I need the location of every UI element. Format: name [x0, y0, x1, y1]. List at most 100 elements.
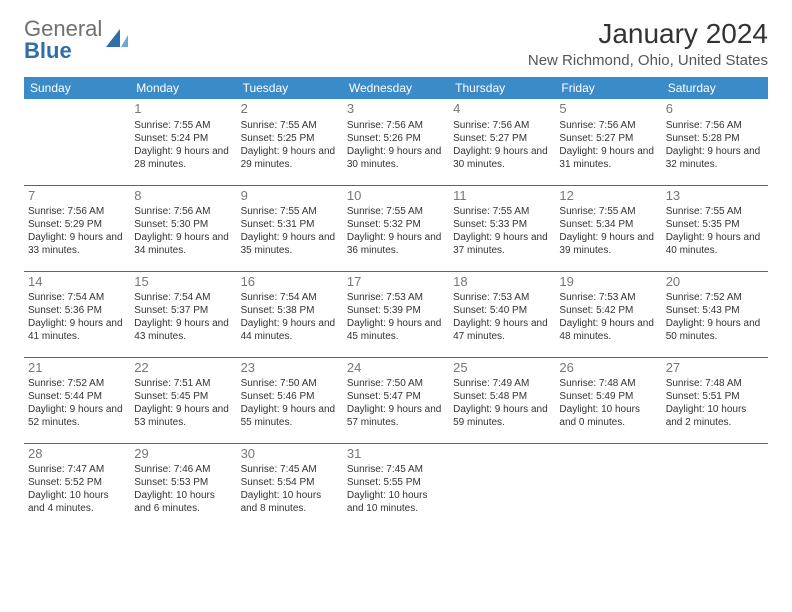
sunset-line: Sunset: 5:52 PM: [28, 476, 126, 489]
sunrise-line: Sunrise: 7:56 AM: [347, 119, 445, 132]
sunrise-line: Sunrise: 7:48 AM: [666, 377, 764, 390]
sunrise-line: Sunrise: 7:56 AM: [666, 119, 764, 132]
calendar-cell: 13Sunrise: 7:55 AMSunset: 5:35 PMDayligh…: [662, 185, 768, 271]
calendar-cell: 7Sunrise: 7:56 AMSunset: 5:29 PMDaylight…: [24, 185, 130, 271]
sunset-line: Sunset: 5:38 PM: [241, 304, 339, 317]
day-number: 7: [28, 188, 126, 205]
daylight-line: Daylight: 9 hours and 57 minutes.: [347, 403, 445, 429]
logo-sail-icon: [104, 27, 130, 54]
sunrise-line: Sunrise: 7:53 AM: [453, 291, 551, 304]
daylight-line: Daylight: 9 hours and 50 minutes.: [666, 317, 764, 343]
sunset-line: Sunset: 5:40 PM: [453, 304, 551, 317]
day-number: 26: [559, 360, 657, 377]
sunrise-line: Sunrise: 7:54 AM: [134, 291, 232, 304]
calendar-cell: 3Sunrise: 7:56 AMSunset: 5:26 PMDaylight…: [343, 99, 449, 185]
calendar-cell: 22Sunrise: 7:51 AMSunset: 5:45 PMDayligh…: [130, 357, 236, 443]
sunset-line: Sunset: 5:39 PM: [347, 304, 445, 317]
sunrise-line: Sunrise: 7:52 AM: [666, 291, 764, 304]
calendar-cell: 17Sunrise: 7:53 AMSunset: 5:39 PMDayligh…: [343, 271, 449, 357]
sunset-line: Sunset: 5:31 PM: [241, 218, 339, 231]
calendar-cell: 18Sunrise: 7:53 AMSunset: 5:40 PMDayligh…: [449, 271, 555, 357]
sunset-line: Sunset: 5:35 PM: [666, 218, 764, 231]
daylight-line: Daylight: 9 hours and 28 minutes.: [134, 145, 232, 171]
sunset-line: Sunset: 5:34 PM: [559, 218, 657, 231]
sunrise-line: Sunrise: 7:55 AM: [347, 205, 445, 218]
calendar-cell-empty: [555, 443, 661, 529]
daylight-line: Daylight: 9 hours and 59 minutes.: [453, 403, 551, 429]
sunset-line: Sunset: 5:27 PM: [559, 132, 657, 145]
sunrise-line: Sunrise: 7:56 AM: [453, 119, 551, 132]
calendar-cell: 26Sunrise: 7:48 AMSunset: 5:49 PMDayligh…: [555, 357, 661, 443]
sunrise-line: Sunrise: 7:55 AM: [241, 205, 339, 218]
day-header: Friday: [555, 77, 661, 99]
calendar-cell: 10Sunrise: 7:55 AMSunset: 5:32 PMDayligh…: [343, 185, 449, 271]
day-header: Wednesday: [343, 77, 449, 99]
sunrise-line: Sunrise: 7:55 AM: [453, 205, 551, 218]
day-header: Tuesday: [237, 77, 343, 99]
sunset-line: Sunset: 5:51 PM: [666, 390, 764, 403]
daylight-line: Daylight: 9 hours and 29 minutes.: [241, 145, 339, 171]
day-number: 29: [134, 446, 232, 463]
sunrise-line: Sunrise: 7:55 AM: [666, 205, 764, 218]
day-number: 12: [559, 188, 657, 205]
daylight-line: Daylight: 10 hours and 2 minutes.: [666, 403, 764, 429]
calendar-cell: 12Sunrise: 7:55 AMSunset: 5:34 PMDayligh…: [555, 185, 661, 271]
daylight-line: Daylight: 9 hours and 39 minutes.: [559, 231, 657, 257]
day-number: 22: [134, 360, 232, 377]
header: General Blue January 2024 New Richmond, …: [24, 18, 768, 69]
sunrise-line: Sunrise: 7:53 AM: [559, 291, 657, 304]
calendar-cell: 15Sunrise: 7:54 AMSunset: 5:37 PMDayligh…: [130, 271, 236, 357]
sunrise-line: Sunrise: 7:56 AM: [559, 119, 657, 132]
sunset-line: Sunset: 5:42 PM: [559, 304, 657, 317]
day-number: 30: [241, 446, 339, 463]
sunset-line: Sunset: 5:27 PM: [453, 132, 551, 145]
calendar-cell: 29Sunrise: 7:46 AMSunset: 5:53 PMDayligh…: [130, 443, 236, 529]
daylight-line: Daylight: 9 hours and 32 minutes.: [666, 145, 764, 171]
sunrise-line: Sunrise: 7:45 AM: [241, 463, 339, 476]
calendar-cell: 14Sunrise: 7:54 AMSunset: 5:36 PMDayligh…: [24, 271, 130, 357]
sunset-line: Sunset: 5:29 PM: [28, 218, 126, 231]
sunset-line: Sunset: 5:26 PM: [347, 132, 445, 145]
logo-text: General Blue: [24, 18, 102, 62]
day-header: Sunday: [24, 77, 130, 99]
calendar-header-row: SundayMondayTuesdayWednesdayThursdayFrid…: [24, 77, 768, 99]
daylight-line: Daylight: 9 hours and 40 minutes.: [666, 231, 764, 257]
calendar-cell: 16Sunrise: 7:54 AMSunset: 5:38 PMDayligh…: [237, 271, 343, 357]
day-number: 3: [347, 101, 445, 118]
daylight-line: Daylight: 9 hours and 43 minutes.: [134, 317, 232, 343]
daylight-line: Daylight: 9 hours and 34 minutes.: [134, 231, 232, 257]
sunset-line: Sunset: 5:28 PM: [666, 132, 764, 145]
day-number: 17: [347, 274, 445, 291]
sunrise-line: Sunrise: 7:55 AM: [134, 119, 232, 132]
daylight-line: Daylight: 9 hours and 37 minutes.: [453, 231, 551, 257]
sunset-line: Sunset: 5:45 PM: [134, 390, 232, 403]
day-number: 5: [559, 101, 657, 118]
sunrise-line: Sunrise: 7:46 AM: [134, 463, 232, 476]
daylight-line: Daylight: 9 hours and 44 minutes.: [241, 317, 339, 343]
day-number: 6: [666, 101, 764, 118]
sunrise-line: Sunrise: 7:48 AM: [559, 377, 657, 390]
day-number: 23: [241, 360, 339, 377]
calendar-cell: 27Sunrise: 7:48 AMSunset: 5:51 PMDayligh…: [662, 357, 768, 443]
sunrise-line: Sunrise: 7:49 AM: [453, 377, 551, 390]
daylight-line: Daylight: 10 hours and 10 minutes.: [347, 489, 445, 515]
calendar-cell: 19Sunrise: 7:53 AMSunset: 5:42 PMDayligh…: [555, 271, 661, 357]
sunrise-line: Sunrise: 7:55 AM: [241, 119, 339, 132]
sunset-line: Sunset: 5:36 PM: [28, 304, 126, 317]
day-number: 27: [666, 360, 764, 377]
day-number: 10: [347, 188, 445, 205]
calendar-row: 28Sunrise: 7:47 AMSunset: 5:52 PMDayligh…: [24, 443, 768, 529]
calendar-cell: 30Sunrise: 7:45 AMSunset: 5:54 PMDayligh…: [237, 443, 343, 529]
sunset-line: Sunset: 5:54 PM: [241, 476, 339, 489]
day-header: Thursday: [449, 77, 555, 99]
sunset-line: Sunset: 5:48 PM: [453, 390, 551, 403]
daylight-line: Daylight: 9 hours and 47 minutes.: [453, 317, 551, 343]
calendar-cell-empty: [449, 443, 555, 529]
daylight-line: Daylight: 9 hours and 36 minutes.: [347, 231, 445, 257]
daylight-line: Daylight: 9 hours and 45 minutes.: [347, 317, 445, 343]
calendar-cell: 23Sunrise: 7:50 AMSunset: 5:46 PMDayligh…: [237, 357, 343, 443]
calendar-cell-empty: [24, 99, 130, 185]
sunrise-line: Sunrise: 7:50 AM: [347, 377, 445, 390]
daylight-line: Daylight: 9 hours and 41 minutes.: [28, 317, 126, 343]
day-header: Saturday: [662, 77, 768, 99]
